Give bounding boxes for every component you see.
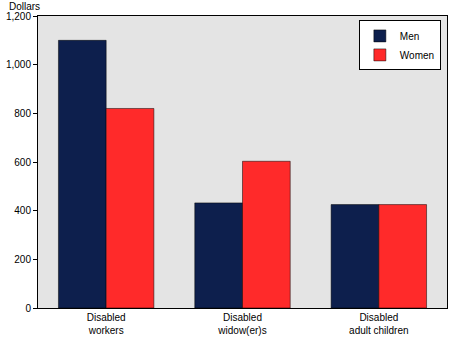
svg-text:Disabledworkers: Disabledworkers — [87, 312, 126, 336]
svg-text:Women: Women — [400, 50, 434, 61]
svg-text:1,000: 1,000 — [6, 59, 31, 70]
svg-text:200: 200 — [14, 254, 31, 265]
svg-text:Disabledadult children: Disabledadult children — [349, 312, 408, 336]
svg-text:0: 0 — [25, 303, 31, 314]
svg-text:400: 400 — [14, 205, 31, 216]
svg-text:Disabledwidow(er)s: Disabledwidow(er)s — [217, 312, 266, 336]
svg-text:1,200: 1,200 — [6, 11, 31, 22]
svg-text:800: 800 — [14, 108, 31, 119]
svg-text:Men: Men — [400, 31, 419, 42]
svg-text:600: 600 — [14, 157, 31, 168]
svg-text:Dollars: Dollars — [9, 1, 40, 12]
